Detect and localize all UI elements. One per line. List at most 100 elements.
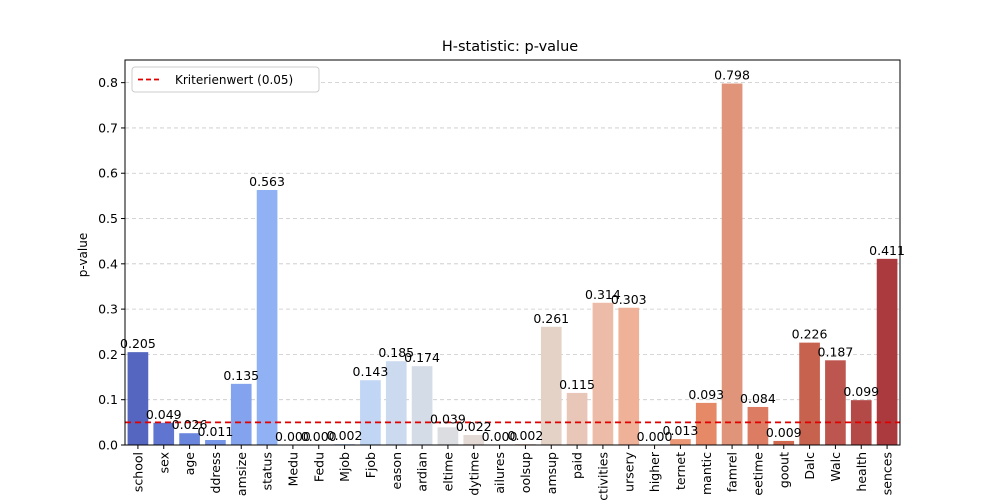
legend-box [131, 66, 320, 93]
x-tick-label: ddress [208, 452, 223, 493]
y-tick-label: 0.3 [98, 302, 118, 317]
bar [205, 440, 226, 445]
bar [747, 406, 769, 445]
data-label: 0.174 [404, 350, 440, 365]
bar [360, 380, 381, 445]
y-axis-label: p-value [76, 233, 90, 277]
x-tick-label: goout [776, 452, 791, 488]
data-label: 0.093 [688, 387, 724, 402]
bar [127, 352, 149, 445]
legend: Kriterienwert (0.05) [131, 66, 320, 93]
data-label: 0.084 [740, 391, 776, 406]
x-tick-label: oolsup [518, 452, 533, 493]
x-tick-label: paid [570, 452, 585, 479]
x-tick-label: ursery [621, 451, 636, 491]
data-label: 0.026 [172, 417, 208, 432]
x-tick-label: health [854, 452, 869, 492]
x-tick-label: higher [647, 451, 662, 492]
axes-frame [124, 59, 901, 446]
x-tick-label: status [260, 452, 275, 490]
bar [230, 383, 252, 445]
data-label: 0.000 [301, 429, 337, 444]
x-tick-label: ternet [673, 452, 688, 490]
x-tick-label: ailures [492, 452, 507, 494]
x-tick-label: Walc [828, 452, 843, 482]
bar [463, 435, 485, 445]
bar [540, 326, 562, 445]
data-label: 0.303 [611, 292, 647, 307]
bar [179, 433, 200, 445]
legend-threshold-label: Kriterienwert (0.05) [175, 73, 293, 87]
data-label: 0.205 [120, 336, 156, 351]
x-tick-label: eetime [750, 452, 765, 496]
data-label: 0.013 [663, 423, 699, 438]
data-label: 0.099 [843, 384, 879, 399]
x-tick-label: amsup [544, 452, 559, 494]
data-label: 0.002 [508, 428, 544, 443]
grid-layer [125, 82, 900, 401]
data-label: 0.135 [223, 368, 259, 383]
data-label: 0.261 [533, 311, 569, 326]
data-label: 0.009 [766, 425, 802, 440]
data-label: 0.039 [430, 411, 466, 426]
data-label: 0.000 [482, 429, 518, 444]
bar [876, 258, 898, 445]
data-label: 0.226 [792, 327, 828, 342]
bar [825, 360, 846, 445]
data-label: 0.049 [146, 407, 182, 422]
bar [695, 402, 717, 445]
data-label: 0.563 [249, 174, 285, 189]
bar [850, 400, 872, 445]
x-tick-label: sences [880, 452, 895, 495]
bar [566, 392, 588, 445]
data-label: 0.798 [714, 68, 750, 83]
y-tick-label: 0.4 [98, 256, 118, 271]
x-tick-label: famrel [725, 452, 740, 492]
data-label: 0.143 [353, 364, 389, 379]
bar [618, 307, 640, 445]
bar [256, 189, 278, 445]
y-tick-label: 0.2 [98, 347, 118, 362]
bars-layer [127, 83, 898, 445]
data-label: 0.115 [559, 377, 595, 392]
x-tick-label: sex [156, 452, 171, 473]
x-tick-label: Medu [285, 452, 300, 486]
data-label: 0.002 [327, 428, 363, 443]
bar [437, 427, 459, 445]
bar [670, 439, 691, 445]
data-label: 0.022 [456, 419, 492, 434]
y-tick-label: 0.5 [98, 211, 118, 226]
x-tick-label: ardian [415, 452, 430, 492]
data-label: 0.314 [585, 287, 621, 302]
data-label: 0.187 [818, 344, 854, 359]
x-tick-label: Fjob [363, 452, 378, 478]
bar [592, 302, 614, 445]
x-tick-label: Fedu [311, 452, 326, 482]
bar [721, 83, 743, 445]
y-tick-label: 0.0 [98, 438, 118, 453]
x-tick-label: ctivities [595, 452, 610, 500]
x-tick-label: Mjob [337, 452, 352, 482]
data-label: 0.000 [637, 429, 673, 444]
x-tick-label: school [130, 452, 145, 492]
y-tick-label: 0.1 [98, 392, 118, 407]
x-tick-label: amsize [234, 452, 249, 496]
bar [799, 342, 820, 445]
x-tick-label: eason [389, 452, 404, 489]
x-tick-label: mantic [699, 452, 714, 495]
data-label: 0.011 [198, 424, 234, 439]
bar [385, 361, 407, 445]
chart-title: H-statistic: p-value [442, 39, 578, 55]
x-tick-label: dytime [466, 452, 481, 496]
data-label: 0.411 [869, 243, 905, 258]
bar [153, 422, 175, 445]
data-label: 0.000 [275, 429, 311, 444]
x-tick-label: Dalc [802, 452, 817, 480]
data-label: 0.185 [378, 345, 414, 360]
data-labels-layer: 0.2050.0490.0260.0110.1350.5630.0000.000… [120, 68, 905, 444]
bar [411, 366, 433, 445]
x-tick-label: eltime [440, 452, 455, 492]
